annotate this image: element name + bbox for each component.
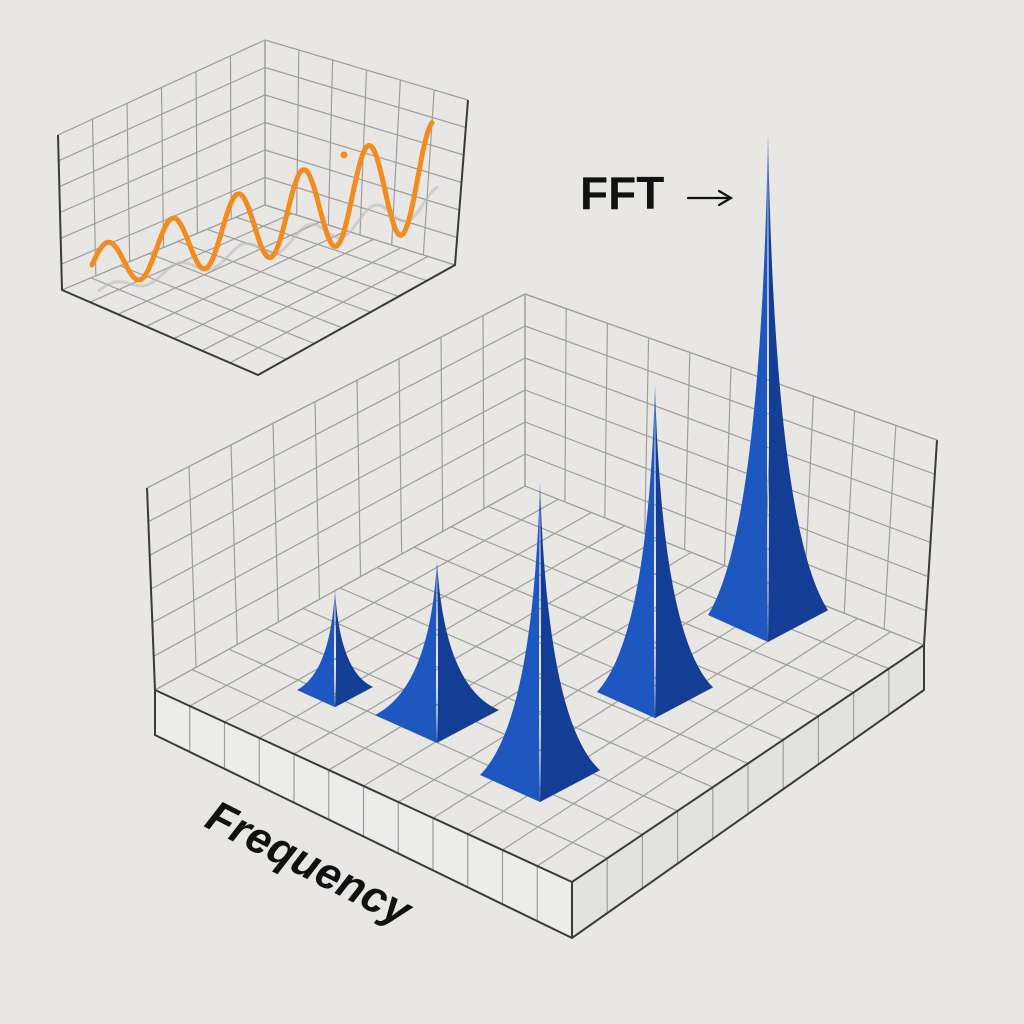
peak-face-left	[375, 561, 437, 743]
grid-line	[177, 240, 371, 313]
grid-line	[89, 213, 293, 303]
grid-line	[293, 538, 659, 755]
grid-line	[90, 277, 287, 360]
grid-line	[148, 325, 526, 523]
grid-line	[224, 511, 592, 723]
grid-line	[173, 238, 374, 340]
grid-line	[59, 94, 266, 188]
peak-face-left	[297, 589, 335, 708]
time-signal-wave	[89, 120, 435, 283]
grid-line	[536, 631, 892, 867]
grid-line	[189, 498, 559, 707]
peak-face-left	[597, 384, 655, 719]
time-box-outline	[57, 99, 469, 377]
grid-line	[206, 228, 399, 297]
grid-line	[153, 453, 526, 657]
grid-line	[148, 253, 343, 329]
grid-line	[119, 265, 315, 345]
grid-line	[229, 255, 429, 364]
grid-line	[524, 389, 931, 544]
spectrum-peaks	[297, 135, 828, 802]
freq-box-top-left	[146, 293, 526, 489]
grid-line	[264, 204, 456, 266]
freq-box-top-right	[524, 293, 938, 441]
grid-line	[152, 421, 526, 624]
grid-line	[61, 176, 266, 265]
grid-line	[59, 121, 266, 214]
peak-face-left	[708, 135, 768, 642]
grid-line	[145, 230, 347, 327]
peak-face-right	[655, 384, 713, 719]
grid-line	[264, 39, 469, 101]
grid-line	[524, 453, 927, 612]
grid-line	[149, 357, 526, 556]
grid-line	[397, 578, 759, 803]
grid-line	[264, 94, 464, 156]
spectrum-peak-5	[708, 135, 828, 642]
grid-line	[264, 66, 467, 129]
frequency-domain-frame	[146, 293, 938, 940]
peak-face-right	[335, 589, 373, 708]
frequency-domain-plot	[146, 135, 938, 940]
grid-line	[154, 485, 526, 691]
spectrum-peak-1	[297, 589, 373, 708]
time-domain-frame	[57, 40, 469, 377]
spectrum-peak-3	[480, 482, 600, 802]
grid-line	[150, 389, 526, 590]
time-domain-grid	[57, 39, 469, 376]
signal-marker-dot	[340, 151, 348, 159]
grid-line	[235, 216, 428, 282]
peak-face-left	[480, 482, 540, 802]
grid-line	[264, 176, 458, 239]
peak-face-right	[540, 482, 600, 802]
peak-face-right	[768, 135, 828, 642]
grid-line	[60, 149, 266, 239]
time-domain-plot	[57, 39, 469, 377]
right-arrow-icon	[686, 189, 734, 207]
grid-line	[58, 66, 266, 162]
peak-face-right	[437, 561, 499, 743]
grid-line	[57, 39, 266, 136]
grid-line	[524, 421, 929, 578]
grid-line	[201, 247, 401, 352]
spectrum-peak-4	[597, 384, 713, 719]
grid-line	[524, 357, 933, 509]
frequency-domain-grid	[146, 293, 938, 938]
grid-line	[117, 221, 320, 315]
signal-shadow	[97, 185, 439, 293]
fft-label: FFT	[580, 167, 734, 219]
grid-line	[328, 551, 692, 771]
fft-label-text: FFT	[580, 167, 664, 219]
grid-line	[61, 204, 266, 291]
grid-line	[524, 325, 936, 475]
spectrum-peak-2	[375, 561, 499, 743]
grid-line	[502, 617, 858, 851]
